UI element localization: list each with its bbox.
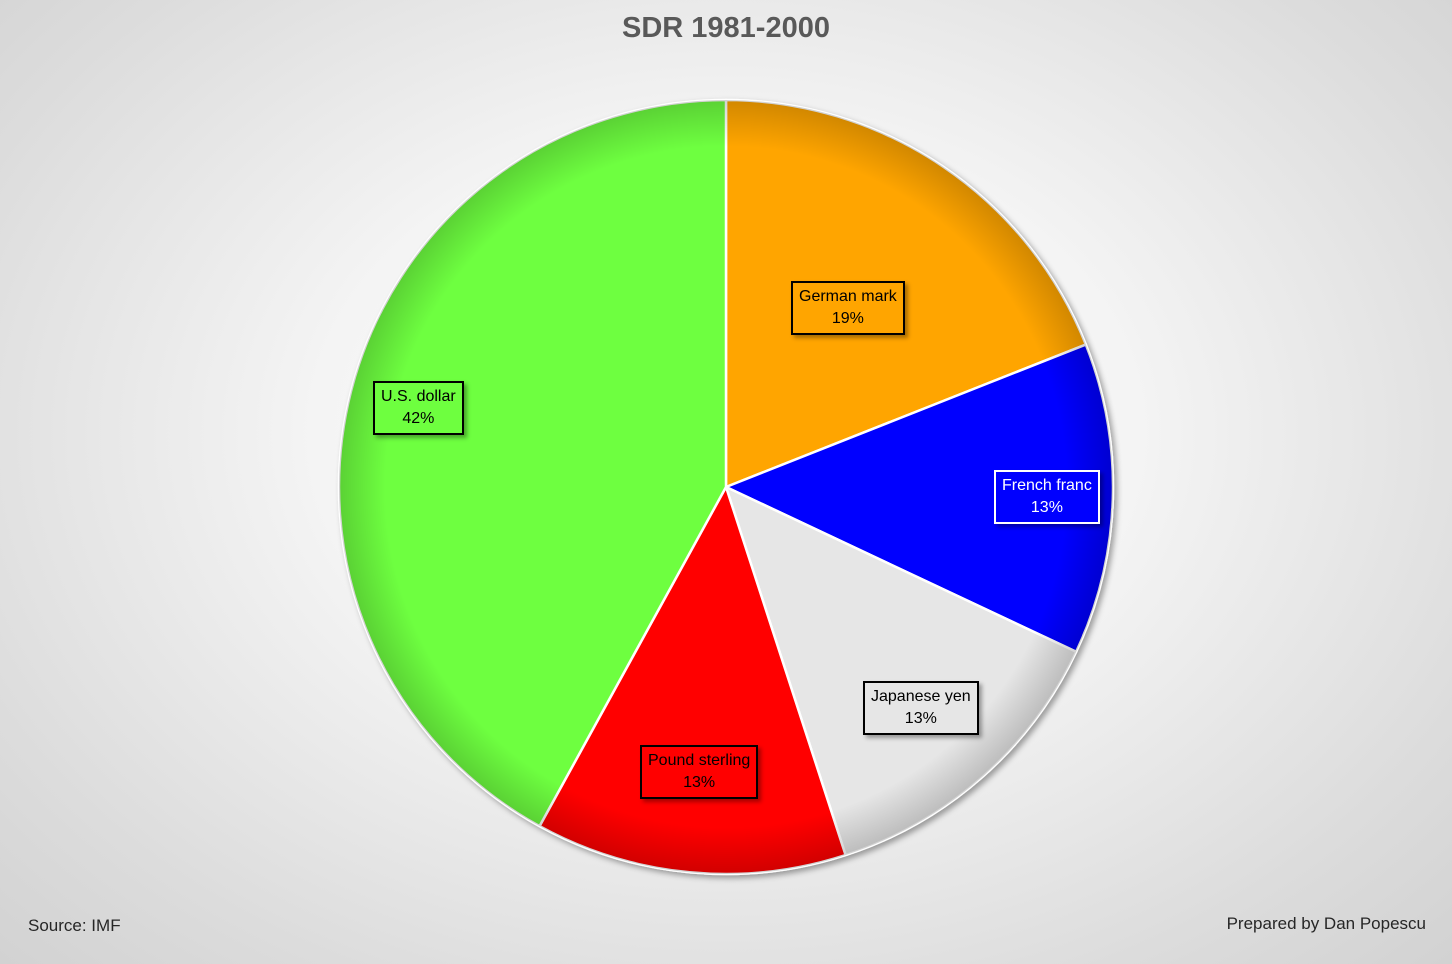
chart-title: SDR 1981-2000	[622, 12, 830, 44]
data-label-u-s-dollar: U.S. dollar 42%	[373, 381, 464, 435]
source-note: Source: IMF	[28, 916, 121, 935]
data-label-french-franc: French franc 13%	[994, 470, 1100, 524]
data-label-value: 42%	[402, 410, 435, 427]
data-label-name: German mark	[799, 288, 897, 305]
prepared-by-note: Prepared by Dan Popescu	[1226, 914, 1426, 933]
data-label-name: U.S. dollar	[381, 388, 456, 405]
data-label-name: Japanese yen	[871, 688, 971, 705]
data-label-value: 19%	[831, 310, 864, 327]
data-label-value: 13%	[683, 774, 716, 791]
data-label-japanese-yen: Japanese yen 13%	[863, 681, 979, 735]
data-label-value: 13%	[904, 710, 937, 727]
data-label-german-mark: German mark 19%	[791, 281, 905, 335]
data-label-pound-sterling: Pound sterling 13%	[640, 745, 759, 799]
data-label-value: 13%	[1030, 499, 1063, 516]
data-label-name: French franc	[1002, 477, 1092, 494]
data-label-name: Pound sterling	[648, 752, 751, 769]
